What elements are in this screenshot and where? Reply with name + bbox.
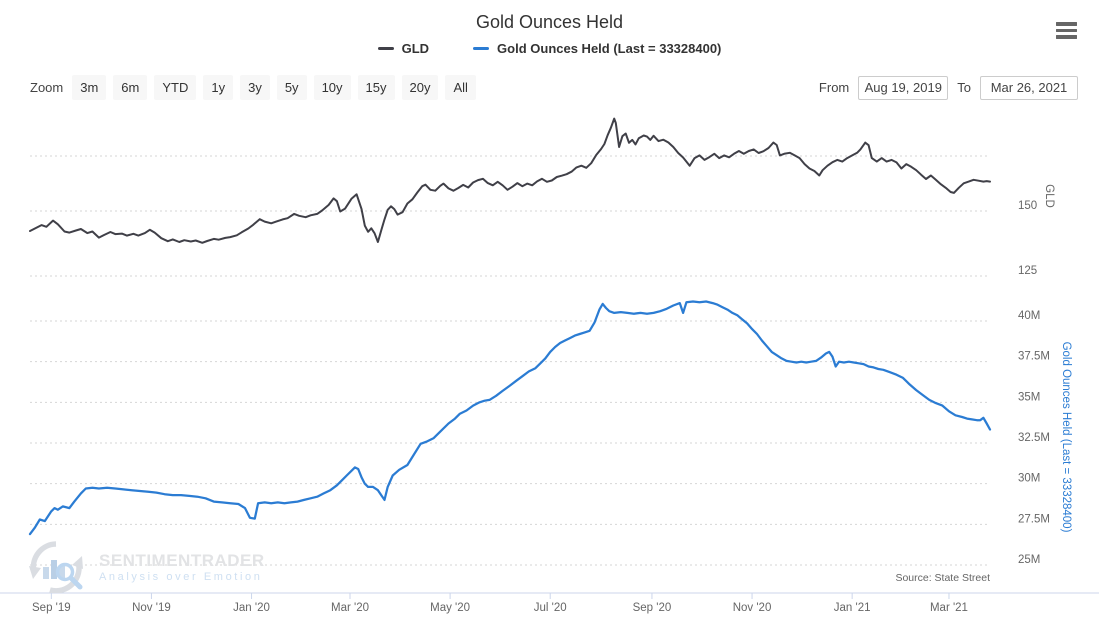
y-axis-tick-label: 35M [1018, 391, 1040, 403]
legend-label-gold-ounces: Gold Ounces Held (Last = 33328400) [497, 41, 722, 56]
x-axis-tick-label: Mar '21 [930, 602, 968, 614]
y-axis-tick-label: 30M [1018, 473, 1040, 485]
x-axis-tick-label: Sep '20 [633, 602, 672, 614]
hamburger-icon [1056, 22, 1077, 39]
to-date-input[interactable] [980, 75, 1078, 100]
range-button-10y[interactable]: 10y [313, 75, 351, 100]
x-axis-tick-label: Jan '20 [233, 602, 270, 614]
range-buttons: 3m 6m YTD 1y 3y 5y 10y 15y 20y All [72, 75, 476, 100]
range-button-15y[interactable]: 15y [357, 75, 395, 100]
legend-marker-gld [377, 47, 394, 50]
y-axis-tick-label: 32.5M [1018, 432, 1050, 444]
x-axis-tick-label: Nov '20 [733, 602, 772, 614]
chart-title: Gold Ounces Held [475, 12, 624, 32]
to-label: To [957, 80, 971, 95]
gold-ounces-axis-title: Gold Ounces Held (Last = 33328400) [1060, 342, 1072, 533]
y-axis-tick-label: 125 [1018, 265, 1037, 277]
legend-label-gld: GLD [401, 41, 430, 56]
x-axis-tick-label: Jan '21 [834, 602, 871, 614]
legend-marker-gold-ounces [473, 47, 490, 50]
series-line-gold-ounces [28, 300, 992, 536]
x-axis-tick-label: Jul '20 [534, 602, 567, 614]
x-axis-tick-label: Nov '19 [132, 602, 171, 614]
range-button-1y[interactable]: 1y [203, 75, 234, 100]
y-axis-tick-label: 150 [1018, 200, 1037, 212]
y-axis-tick-label: 37.5M [1018, 351, 1050, 363]
gld-axis-title: GLD [1043, 184, 1055, 208]
from-date-input[interactable] [858, 75, 949, 100]
range-button-all[interactable]: All [445, 75, 476, 100]
legend-item-gld[interactable]: GLD [377, 41, 430, 56]
source-note: Source: State Street [895, 572, 990, 584]
series-line-gld [29, 117, 991, 244]
range-button-6m[interactable]: 6m [113, 75, 148, 100]
range-selector-toolbar: Zoom 3m 6m YTD 1y 3y 5y 10y 15y 20y All … [30, 75, 1078, 100]
range-button-20y[interactable]: 20y [401, 75, 439, 100]
x-axis-tick-label: Sep '19 [32, 602, 71, 614]
legend-item-gold-ounces[interactable]: Gold Ounces Held (Last = 33328400) [473, 41, 721, 56]
y-axis-tick-label: 27.5M [1018, 513, 1050, 525]
y-axis-tick-label: 25M [1018, 554, 1040, 566]
chart-plot-area[interactable]: 150 125 40M 37.5M 35M 32.5M 30M 27.5M 25M Sep '19… [0, 100, 1099, 634]
y-axis-tick-label: 40M [1018, 310, 1040, 322]
legend: GLD Gold Ounces Held (Last = 33328400) [0, 41, 1099, 56]
context-menu-button[interactable] [1054, 17, 1079, 44]
from-label: From [818, 80, 850, 95]
range-button-3m[interactable]: 3m [72, 75, 107, 100]
zoom-label: Zoom [30, 80, 64, 95]
range-button-3y[interactable]: 3y [240, 75, 270, 100]
x-axis-tick-label: Mar '20 [331, 602, 369, 614]
range-button-5y[interactable]: 5y [276, 75, 307, 100]
x-axis-tick-label: May '20 [430, 602, 470, 614]
range-button-ytd[interactable]: YTD [154, 75, 197, 100]
